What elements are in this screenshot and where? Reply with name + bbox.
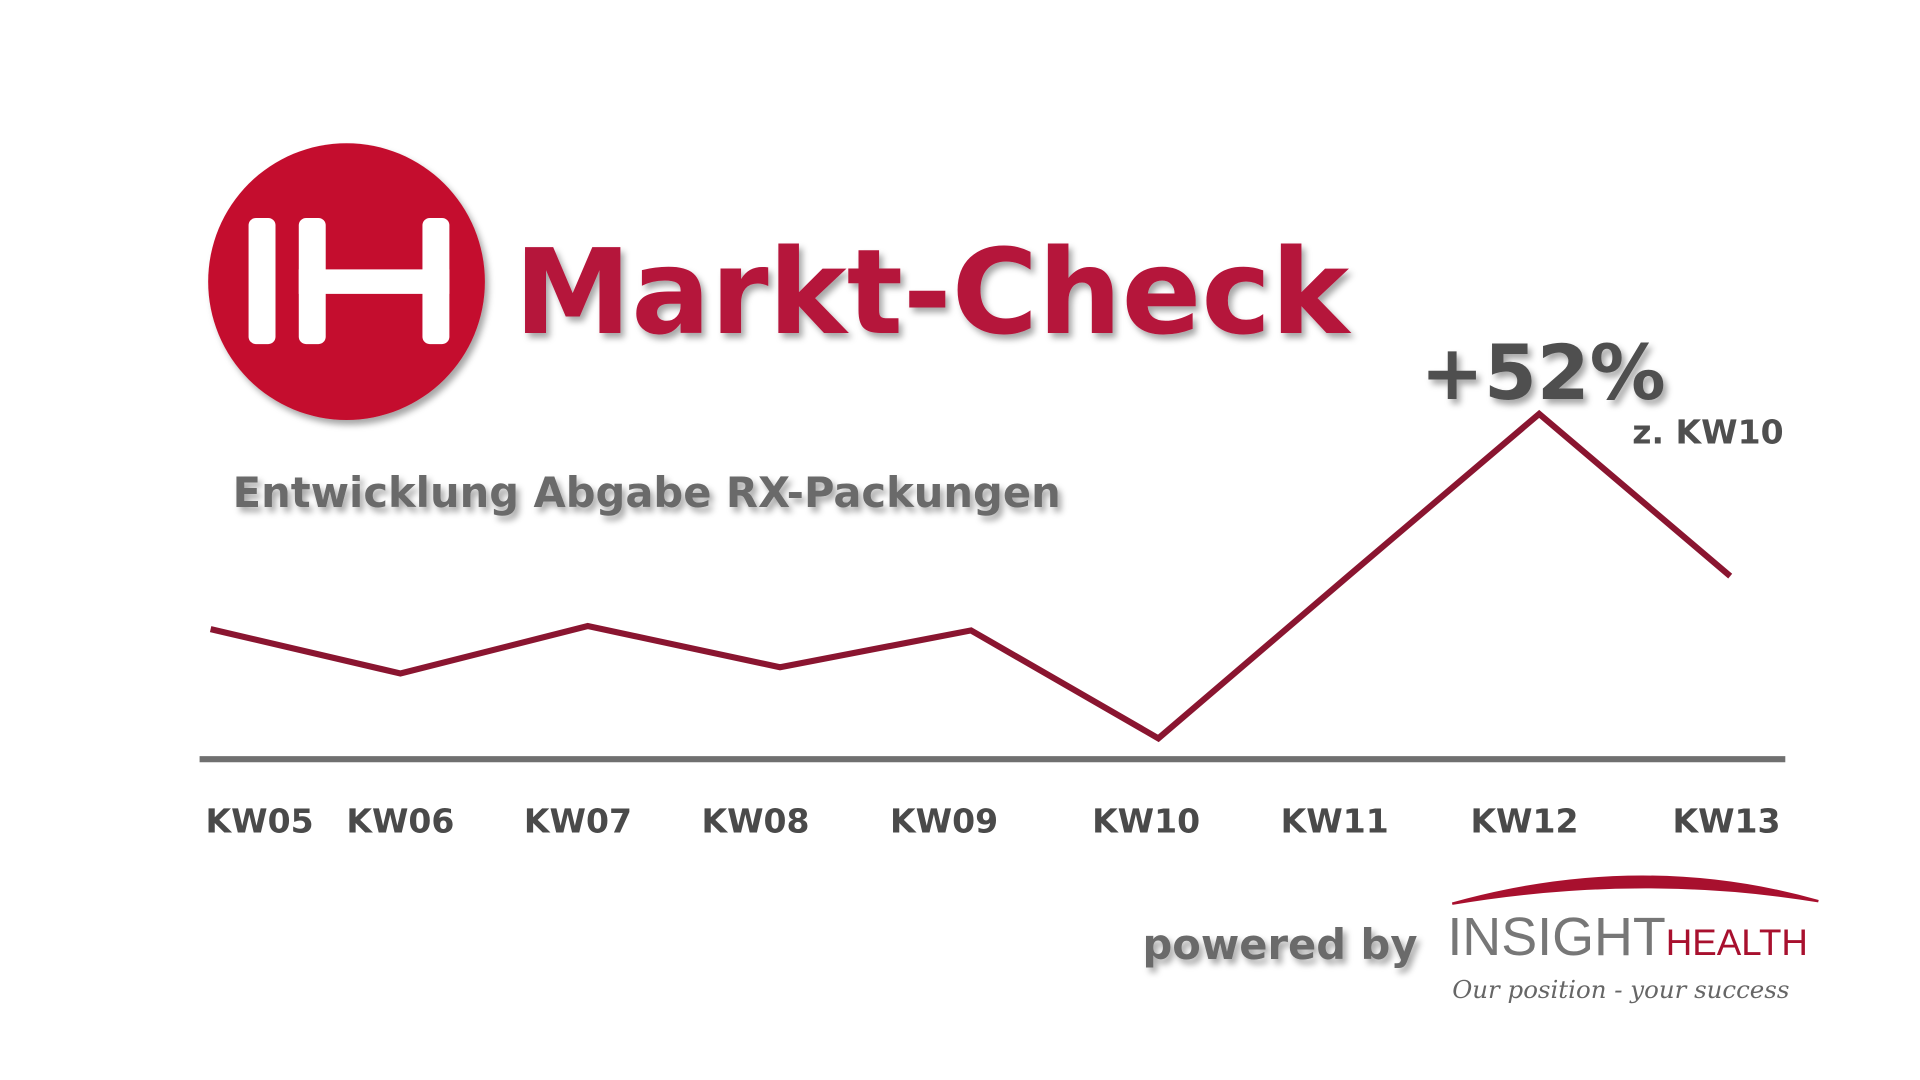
brand-tagline: Our position - your success: [1452, 975, 1789, 1004]
series-polyline: [209, 409, 1733, 743]
footer: powered by INSIGHTHEALTH Our position - …: [1142, 875, 1819, 1004]
x-tick-kw13: KW13: [1672, 802, 1780, 841]
x-tick-kw06: KW06: [346, 802, 454, 841]
x-tick-kw12: KW12: [1470, 802, 1578, 841]
annotation-reference: z. KW10: [1632, 412, 1783, 451]
x-tick-labels: KW05 KW06 KW07 KW08 KW09 KW10 KW11 KW12 KW13: [206, 802, 1781, 841]
x-tick-kw10: KW10: [1092, 802, 1200, 841]
powered-by-text: powered by: [1142, 920, 1417, 969]
svg-text:INSIGHTHEALTH: INSIGHTHEALTH: [1447, 907, 1808, 967]
x-tick-kw09: KW09: [890, 802, 998, 841]
annotation-value: +52%: [1420, 329, 1665, 417]
series-line: [209, 409, 1733, 743]
x-tick-kw11: KW11: [1281, 802, 1389, 841]
x-tick-kw05: KW05: [206, 802, 314, 841]
chart-subtitle: Entwicklung Abgabe RX-Packungen: [233, 468, 1061, 517]
x-tick-kw07: KW07: [524, 802, 632, 841]
insight-health-logo: INSIGHTHEALTH Our position - your succes…: [1447, 875, 1819, 1004]
chart-title: Markt-Check: [514, 224, 1352, 361]
brand-main: INSIGHT: [1447, 907, 1665, 967]
brand-accent: HEALTH: [1666, 922, 1808, 963]
x-tick-kw08: KW08: [701, 802, 809, 841]
ih-logo: [208, 143, 485, 420]
